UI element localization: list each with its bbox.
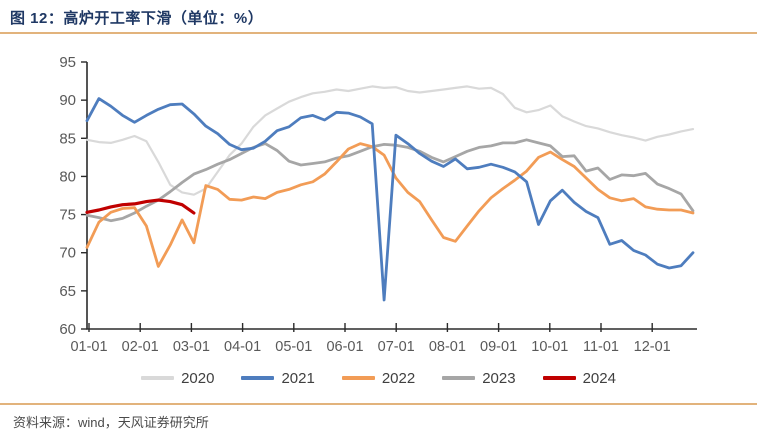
y-axis-tick-label: 75 <box>59 207 76 224</box>
legend-line-swatch <box>442 376 476 380</box>
y-axis-tick-label: 90 <box>59 92 76 109</box>
title-divider <box>0 32 757 34</box>
series-line-2020 <box>85 85 695 196</box>
legend-line-swatch <box>542 376 576 380</box>
y-axis-tick-label: 65 <box>59 283 76 300</box>
x-axis-tick-label: 03-01 <box>173 339 210 355</box>
series-line-2021 <box>85 97 695 302</box>
x-axis-tick-label: 10-01 <box>531 339 568 355</box>
legend-label: 2024 <box>582 369 616 387</box>
legend-label: 2021 <box>281 369 315 387</box>
line-chart: 60 65 70 75 80 85 90 95 01-01 02-01 03-01 04-01 05-0… <box>59 54 697 355</box>
footer-divider <box>0 403 757 405</box>
series-line-2024 <box>85 198 196 215</box>
series-line-2022 <box>85 142 695 268</box>
series-line-2023 <box>85 138 695 223</box>
y-axis-tick-label: 80 <box>59 168 76 185</box>
figure-title: 图 12：高炉开工率下滑（单位：%） <box>10 10 264 27</box>
x-axis-tick-label: 12-01 <box>634 339 671 355</box>
y-axis-tick-label: 70 <box>59 245 76 262</box>
legend-item-2022: 2022 <box>341 369 416 387</box>
chart-legend: 2020 2021 2022 2023 2024 <box>0 367 757 389</box>
legend-item-2020: 2020 <box>141 370 214 387</box>
source-note: 资料来源：wind，天风证券研究所 <box>13 415 209 430</box>
y-axis-tick-label: 85 <box>59 130 76 147</box>
x-axis-tick-label: 09-01 <box>480 339 517 355</box>
x-axis-tick-label: 02-01 <box>122 339 159 355</box>
legend-label: 2020 <box>181 369 215 387</box>
x-axis-tick-label: 05-01 <box>275 339 312 355</box>
legend-label: 2022 <box>381 369 416 387</box>
legend-line-swatch <box>141 376 175 380</box>
legend-item-2021: 2021 <box>241 369 315 387</box>
x-axis-tick-label: 07-01 <box>378 339 415 355</box>
legend-item-2023: 2023 <box>442 369 516 387</box>
x-axis-tick-label: 01-01 <box>70 339 107 355</box>
legend-item-2024: 2024 <box>542 369 616 387</box>
legend-label: 2023 <box>482 369 516 387</box>
x-axis-tick-label: 04-01 <box>224 339 261 355</box>
x-axis-tick-label: 08-01 <box>429 339 466 355</box>
x-axis-tick-label: 06-01 <box>326 339 363 355</box>
legend-line-swatch <box>341 376 375 380</box>
legend-line-swatch <box>241 376 275 380</box>
y-axis-tick-label: 95 <box>59 54 76 71</box>
x-axis-tick-label: 11-01 <box>583 339 619 355</box>
y-axis-tick-label: 60 <box>59 321 76 338</box>
